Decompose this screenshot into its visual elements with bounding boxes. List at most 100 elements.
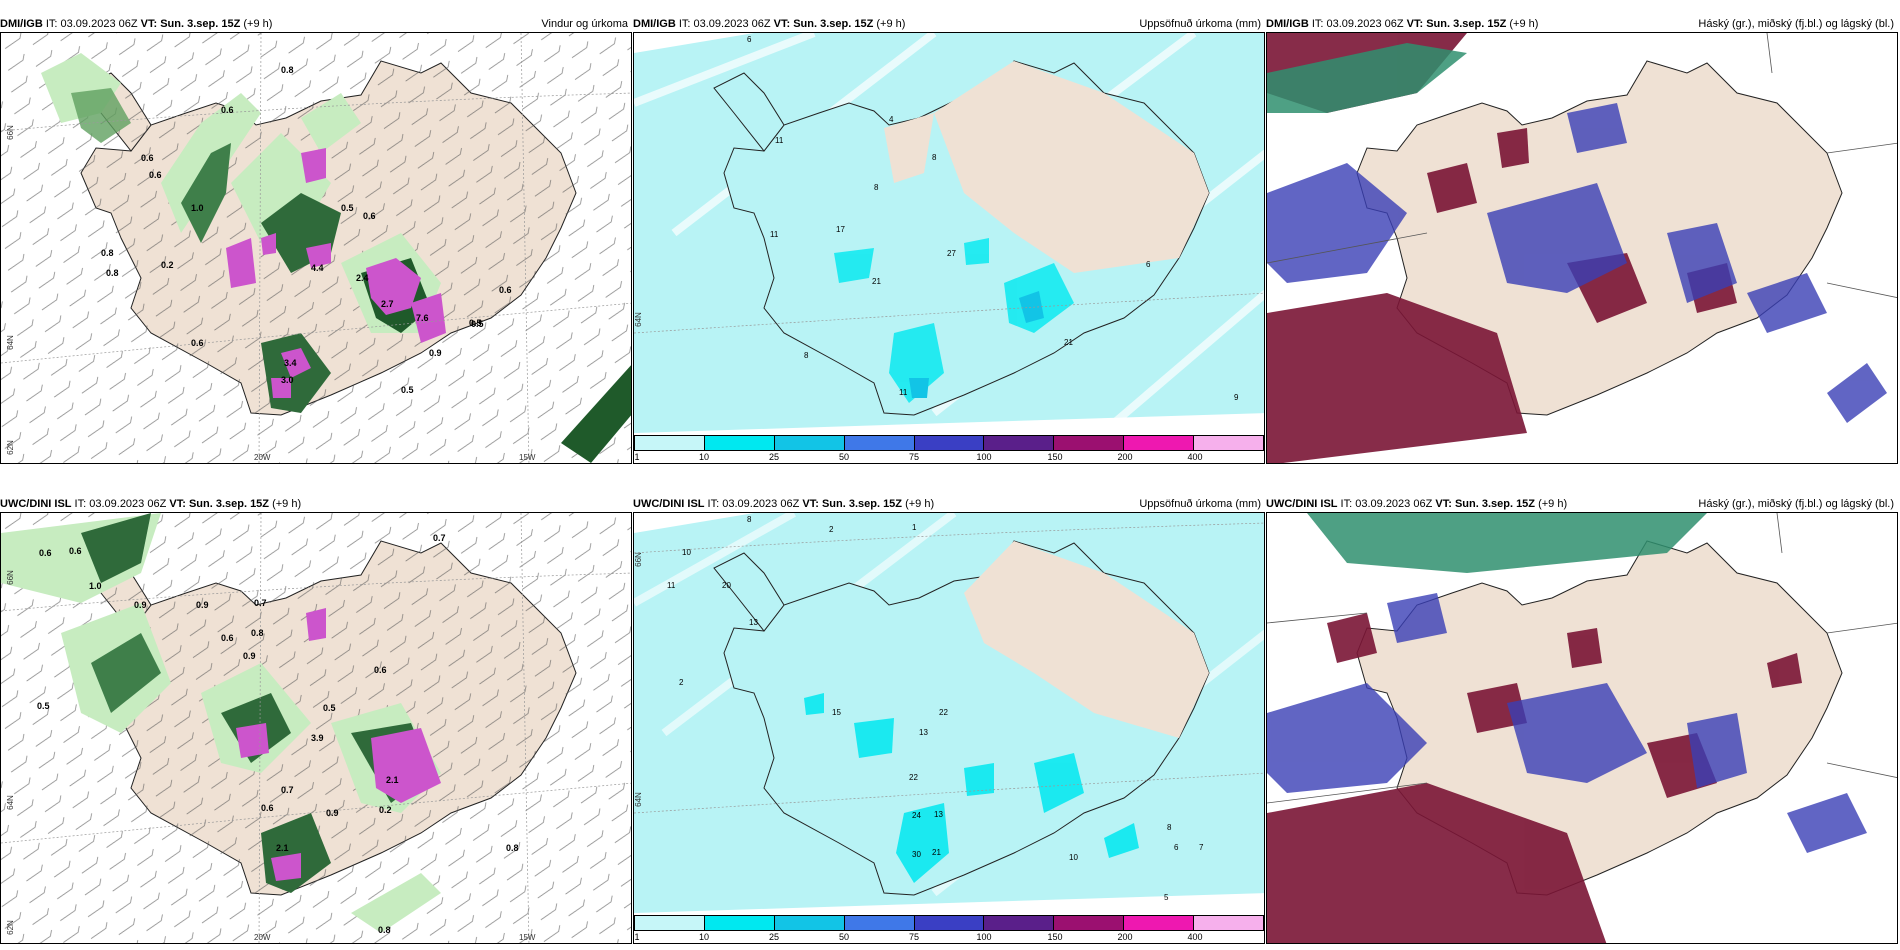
value-label: 24 xyxy=(912,811,921,820)
value-label: 13 xyxy=(934,810,943,819)
value-label: 13 xyxy=(749,618,758,627)
value-label: 0.8 xyxy=(378,925,391,935)
value-label: 8 xyxy=(874,183,879,192)
lon-label: 20W xyxy=(254,933,271,942)
panel-header: UWC/DINI ISL IT: 03.09.2023 06Z VT: Sun.… xyxy=(1266,498,1894,510)
value-label: 11 xyxy=(775,136,784,145)
value-label: 0.9 xyxy=(134,600,147,610)
value-label: 22 xyxy=(939,708,948,717)
value-label: 10 xyxy=(1069,853,1078,862)
colorbar-swatch xyxy=(704,916,775,930)
value-label: 8 xyxy=(932,153,937,162)
colorbar-tick: 50 xyxy=(838,452,850,462)
panel-header: UWC/DINI ISL IT: 03.09.2023 06Z VT: Sun.… xyxy=(633,498,1261,510)
lat-label: 66N xyxy=(5,125,15,140)
value-label: 2.1 xyxy=(386,775,399,785)
value-label: 4.4 xyxy=(311,263,324,273)
panel-title: Uppsöfnuð úrkoma (mm) xyxy=(1139,18,1261,30)
colorbar-tick: 25 xyxy=(768,932,780,942)
value-label: 0.8 xyxy=(101,248,114,258)
lat-label: 62N xyxy=(5,440,15,455)
value-label: 13 xyxy=(919,728,928,737)
value-label: 20 xyxy=(722,581,731,590)
map-graphic xyxy=(1267,513,1897,943)
cloud-high xyxy=(1267,43,1467,113)
map-graphic xyxy=(1,513,631,943)
value-label: 0.6 xyxy=(499,285,512,295)
colorbar-tick: 150 xyxy=(1047,452,1063,462)
value-label: 21 xyxy=(932,848,941,857)
colorbar-swatch xyxy=(635,916,705,930)
colorbar-swatch xyxy=(1194,436,1264,450)
value-label: 4 xyxy=(889,115,894,124)
value-label: 0.6 xyxy=(221,105,234,115)
value-label: 22 xyxy=(909,773,918,782)
value-label: 2.7 xyxy=(381,299,394,309)
value-label: 1.0 xyxy=(89,581,102,591)
value-label: 8 xyxy=(1167,823,1172,832)
value-label: 6 xyxy=(1146,260,1151,269)
panel-title: Háský (gr.), miðský (fj.bl.) og lágský (… xyxy=(1698,18,1894,30)
map-clouds[interactable] xyxy=(1266,32,1898,464)
value-label: 0.8 xyxy=(281,65,294,75)
value-label: 0.6 xyxy=(261,803,274,813)
colorbar-swatch xyxy=(1054,916,1125,930)
panel-title: Uppsöfnuð úrkoma (mm) xyxy=(1139,498,1261,510)
colorbar-swatch xyxy=(1124,916,1195,930)
panel-clouds-uwc: UWC/DINI ISL IT: 03.09.2023 06Z VT: Sun.… xyxy=(1266,497,1898,944)
value-label: 0.5 xyxy=(469,318,482,328)
value-label: 21 xyxy=(1064,338,1073,347)
lon-label: 15W xyxy=(519,453,536,462)
value-label: 0.6 xyxy=(221,633,234,643)
value-label: 7 xyxy=(1199,843,1204,852)
value-label: 0.9 xyxy=(243,651,256,661)
value-label: 0.5 xyxy=(37,701,50,711)
panel-header: DMI/IGB IT: 03.09.2023 06Z VT: Sun. 3.se… xyxy=(1266,18,1894,30)
value-label: 8 xyxy=(747,515,752,524)
colorbar: 1 10 25 50 75 100 150 200 400 xyxy=(634,435,1264,463)
value-label: 0.7 xyxy=(254,598,267,608)
colorbar-tick: 150 xyxy=(1047,932,1063,942)
value-label: 0.6 xyxy=(39,548,52,558)
value-label: 0.8 xyxy=(106,268,119,278)
map-wind-precip[interactable]: 66N 64N 62N 20W 15W 0.8 0.6 0.6 1.0 0.8 … xyxy=(0,32,632,464)
value-label: 0.5 xyxy=(471,319,484,329)
value-label: 11 xyxy=(899,388,908,397)
value-label: 0.7 xyxy=(433,533,446,543)
lat-label: 64N xyxy=(5,335,15,350)
colorbar-tick: 400 xyxy=(1187,932,1203,942)
map-accum-precip[interactable]: 66N 64N 8 2 1 10 11 20 13 2 15 22 13 22 … xyxy=(633,512,1265,944)
colorbar: 1 10 25 50 75 100 150 200 400 xyxy=(634,915,1264,943)
map-accum-precip[interactable]: 64N 6 4 11 8 8 17 11 27 21 6 8 21 9 11 xyxy=(633,32,1265,464)
map-clouds[interactable] xyxy=(1266,512,1898,944)
value-label: 2 xyxy=(829,525,834,534)
colorbar-swatch xyxy=(1194,916,1264,930)
colorbar-swatch xyxy=(844,436,915,450)
value-label: 21 xyxy=(872,277,881,286)
map-graphic xyxy=(1267,33,1897,463)
value-label: 6 xyxy=(1174,843,1179,852)
value-label: 0.5 xyxy=(401,385,414,395)
colorbar-tick: 100 xyxy=(976,452,992,462)
value-label: 3.0 xyxy=(281,375,294,385)
map-graphic xyxy=(634,513,1264,943)
value-label: 0.9 xyxy=(196,600,209,610)
colorbar-swatch xyxy=(914,436,985,450)
value-label: 3.4 xyxy=(284,358,297,368)
panel-accum-precip-uwc: UWC/DINI ISL IT: 03.09.2023 06Z VT: Sun.… xyxy=(633,497,1265,944)
colorbar-swatch xyxy=(914,916,985,930)
value-label: 0.7 xyxy=(281,785,294,795)
map-graphic xyxy=(1,33,631,463)
panel-wind-precip-dmi: DMI/IGB IT: 03.09.2023 06Z VT: Sun. 3.se… xyxy=(0,17,632,464)
colorbar-tick: 10 xyxy=(698,932,710,942)
value-label: 0.8 xyxy=(506,843,519,853)
colorbar-tick: 100 xyxy=(976,932,992,942)
value-label: 0.6 xyxy=(141,153,154,163)
colorbar-tick: 25 xyxy=(768,452,780,462)
map-wind-precip[interactable]: 66N 64N 62N 20W 15W 0.7 0.6 0.6 1.0 0.9 … xyxy=(0,512,632,944)
lat-label: 66N xyxy=(633,552,643,567)
value-label: 7.6 xyxy=(416,313,429,323)
colorbar-tick: 400 xyxy=(1187,452,1203,462)
panel-title: Háský (gr.), miðský (fj.bl.) og lágský (… xyxy=(1698,498,1894,510)
value-label: 0.6 xyxy=(149,170,162,180)
